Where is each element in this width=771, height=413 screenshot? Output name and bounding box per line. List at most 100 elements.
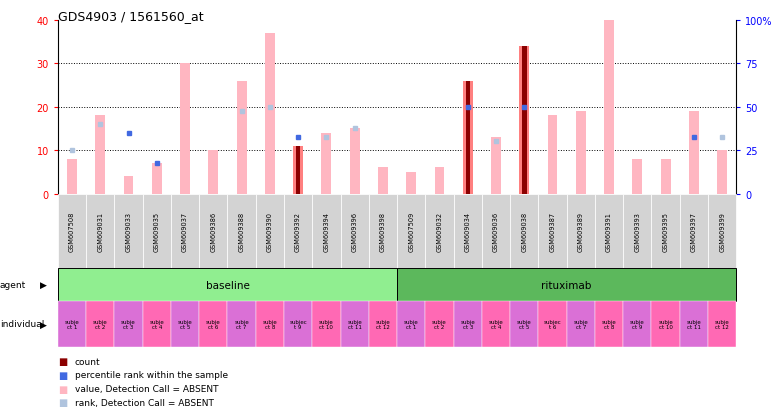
Text: rituximab: rituximab — [541, 280, 592, 290]
Text: agent: agent — [0, 280, 26, 290]
Bar — [717, 151, 727, 194]
Text: subje
ct 5: subje ct 5 — [517, 319, 532, 330]
Text: baseline: baseline — [206, 280, 249, 290]
Text: percentile rank within the sample: percentile rank within the sample — [75, 370, 228, 380]
Bar — [369, 194, 397, 268]
Text: subje
ct 12: subje ct 12 — [715, 319, 729, 330]
Bar — [426, 194, 453, 268]
Text: GSM609032: GSM609032 — [436, 211, 443, 251]
Bar — [651, 301, 680, 347]
Text: GSM609399: GSM609399 — [719, 211, 726, 251]
Text: ▶: ▶ — [40, 320, 47, 329]
Text: subje
ct 12: subje ct 12 — [375, 319, 390, 330]
Text: GSM609397: GSM609397 — [691, 211, 697, 251]
Bar — [595, 301, 623, 347]
Bar — [227, 301, 256, 347]
Text: subje
ct 2: subje ct 2 — [93, 319, 108, 330]
Text: GSM609386: GSM609386 — [210, 211, 217, 251]
Bar — [397, 268, 736, 301]
Bar — [350, 129, 359, 194]
Bar — [67, 159, 77, 194]
Bar — [567, 194, 595, 268]
Text: ■: ■ — [58, 356, 67, 366]
Text: subje
ct 6: subje ct 6 — [206, 319, 221, 330]
Text: subjec
t 9: subjec t 9 — [289, 319, 307, 330]
Bar — [208, 151, 218, 194]
Text: subje
ct 5: subje ct 5 — [177, 319, 193, 330]
Text: GSM607509: GSM607509 — [408, 211, 414, 252]
Text: ■: ■ — [58, 397, 67, 407]
Bar — [237, 81, 247, 194]
Bar — [689, 112, 699, 194]
Bar — [256, 194, 284, 268]
Bar — [680, 194, 708, 268]
Bar — [322, 133, 332, 194]
Text: GSM609393: GSM609393 — [635, 211, 641, 251]
Bar — [463, 81, 473, 194]
Bar — [171, 301, 199, 347]
Bar — [123, 177, 133, 194]
Bar — [199, 301, 227, 347]
Bar — [661, 159, 671, 194]
Text: value, Detection Call = ABSENT: value, Detection Call = ABSENT — [75, 384, 218, 393]
Text: GSM609395: GSM609395 — [662, 211, 668, 251]
Text: GSM609392: GSM609392 — [295, 211, 301, 251]
Bar — [510, 194, 538, 268]
Text: GSM609391: GSM609391 — [606, 211, 612, 251]
Bar — [453, 194, 482, 268]
Bar — [114, 301, 143, 347]
Bar — [397, 301, 426, 347]
Bar — [58, 268, 397, 301]
Text: subje
ct 7: subje ct 7 — [234, 319, 249, 330]
Bar — [143, 301, 171, 347]
Bar — [397, 194, 426, 268]
Bar — [199, 194, 227, 268]
Bar — [296, 147, 301, 194]
Text: GSM609037: GSM609037 — [182, 211, 188, 251]
Bar — [293, 147, 303, 194]
Bar — [547, 116, 557, 194]
Bar — [256, 301, 284, 347]
Bar — [482, 301, 510, 347]
Bar — [96, 116, 105, 194]
Bar — [406, 173, 416, 194]
Text: subjec
t 6: subjec t 6 — [544, 319, 561, 330]
Text: GSM609035: GSM609035 — [153, 211, 160, 251]
Bar — [453, 301, 482, 347]
Text: GSM609387: GSM609387 — [550, 211, 556, 251]
Bar — [466, 81, 470, 194]
Bar — [284, 301, 312, 347]
Text: GSM609398: GSM609398 — [380, 211, 386, 251]
Text: subje
ct 4: subje ct 4 — [150, 319, 164, 330]
Text: subje
ct 8: subje ct 8 — [262, 319, 278, 330]
Text: GSM609389: GSM609389 — [577, 211, 584, 251]
Text: subje
ct 7: subje ct 7 — [574, 319, 588, 330]
Bar — [369, 301, 397, 347]
Text: GSM609396: GSM609396 — [352, 211, 358, 251]
Text: GSM609033: GSM609033 — [126, 211, 132, 251]
Text: GSM609036: GSM609036 — [493, 211, 499, 251]
Bar — [227, 194, 256, 268]
Text: subje
ct 3: subje ct 3 — [121, 319, 136, 330]
Text: GDS4903 / 1561560_at: GDS4903 / 1561560_at — [58, 10, 204, 23]
Bar — [538, 301, 567, 347]
Bar — [312, 194, 341, 268]
Bar — [265, 34, 274, 194]
Bar — [595, 194, 623, 268]
Bar — [520, 47, 529, 194]
Bar — [86, 194, 114, 268]
Bar — [152, 164, 162, 194]
Bar — [680, 301, 708, 347]
Text: subje
ct 3: subje ct 3 — [460, 319, 475, 330]
Bar — [143, 194, 171, 268]
Text: GSM609034: GSM609034 — [465, 211, 471, 251]
Text: subje
ct 1: subje ct 1 — [65, 319, 79, 330]
Bar — [171, 194, 199, 268]
Bar — [435, 168, 444, 194]
Text: ■: ■ — [58, 370, 67, 380]
Text: subje
ct 8: subje ct 8 — [601, 319, 617, 330]
Text: subje
ct 1: subje ct 1 — [404, 319, 419, 330]
Bar — [180, 64, 190, 194]
Bar — [567, 301, 595, 347]
Bar — [632, 159, 642, 194]
